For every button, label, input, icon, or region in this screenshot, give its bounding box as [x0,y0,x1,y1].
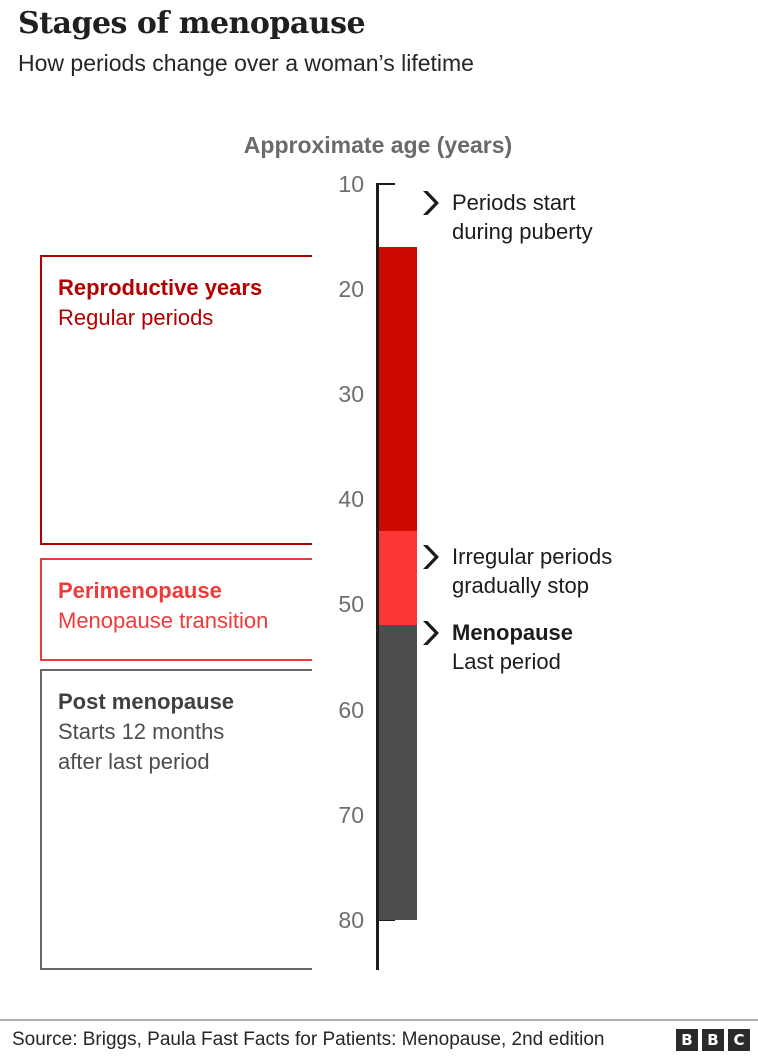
axis-line [376,183,379,970]
annotation-line: Menopause [452,620,574,645]
axis-tick-label: 80 [338,906,364,933]
bar-segment-perimenopause [379,530,417,626]
annotation-irregular-periods: Irregular periods gradually stop [423,542,612,600]
axis-tick-label: 10 [338,170,364,197]
stage-box-title: Perimenopause [58,578,222,603]
axis-tick-label: 40 [338,486,364,513]
bbc-logo-letter: C [728,1029,750,1051]
page-title: Stages of menopause [18,6,366,41]
annotation-line: Irregular periods [452,544,613,569]
bbc-logo-letter: B [702,1029,724,1051]
arrow-right-icon [423,191,439,215]
stage-box-reproductive-years: Reproductive years Regular periods [40,255,312,545]
axis-title: Approximate age (years) [243,132,513,158]
arrow-right-icon [423,545,439,569]
arrow-right-icon [423,621,439,645]
annotation-line: Periods start [452,190,576,215]
annotation-line: Last period [452,649,561,674]
axis-tick-label: 30 [338,380,364,407]
stage-box-subtitle: Regular periods [58,305,214,330]
stage-box-subtitle: after last period [58,749,210,774]
stage-box-subtitle: Starts 12 months [58,719,225,744]
stage-box-title: Post menopause [58,689,235,714]
annotation-periods-start: Periods start during puberty [423,188,593,246]
bbc-logo: B B C [676,1029,750,1051]
annotation-line: during puberty [452,219,593,244]
annotation-menopause: Menopause Last period [423,618,573,676]
stage-box-subtitle: Menopause transition [58,608,269,633]
axis-tick-label: 50 [338,591,364,618]
annotation-line: gradually stop [452,573,589,598]
axis-tick-label: 70 [338,801,364,828]
lifetime-bar [379,0,417,1056]
page-subtitle: How periods change over a woman’s lifeti… [18,50,474,76]
bbc-logo-letter: B [676,1029,698,1051]
source-text: Source: Briggs, Paula Fast Facts for Pat… [12,1029,605,1050]
bar-segment-reproductive-years [379,246,417,531]
axis-tick-label: 20 [338,275,364,302]
footer-divider [0,1019,758,1021]
stage-box-post-menopause: Post menopause Starts 12 months after la… [40,669,312,970]
axis-tick [377,918,395,921]
stage-box-title: Reproductive years [58,275,263,300]
bar-segment-post-menopause [379,625,417,920]
stage-box-perimenopause: Perimenopause Menopause transition [40,558,312,661]
axis-tick-label: 60 [338,696,364,723]
axis-tick [377,182,395,185]
